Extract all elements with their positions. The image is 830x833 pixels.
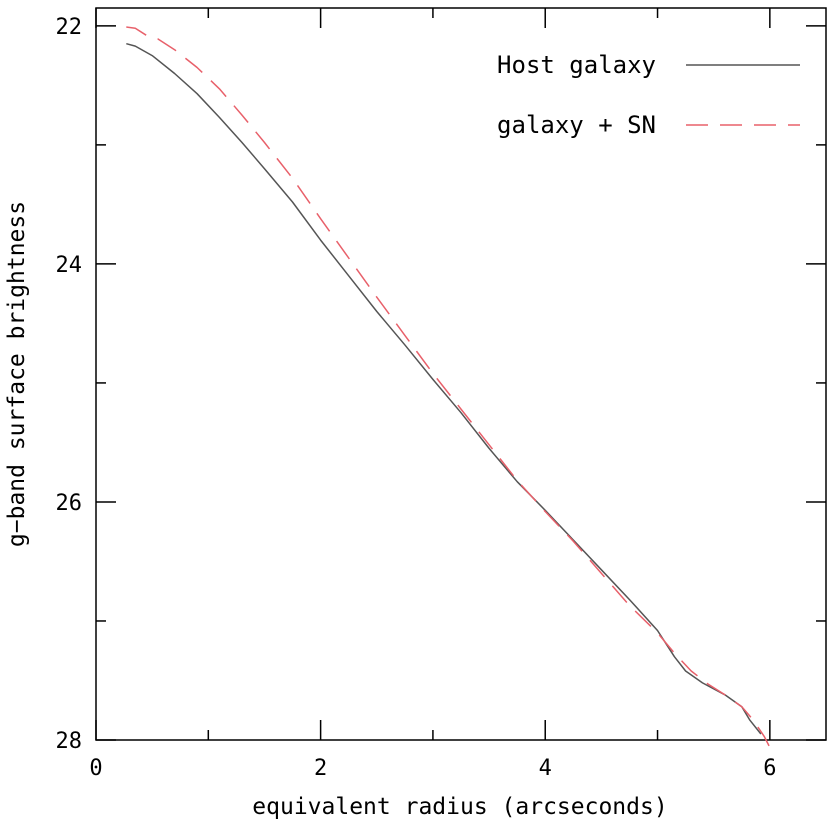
series-layer (126, 26, 773, 753)
x-tick-label: 6 (763, 756, 776, 781)
x-tick-label: 4 (539, 756, 552, 781)
tick-marks (95, 8, 826, 741)
plot-frame (95, 7, 827, 741)
x-axis-label: equivalent radius (arcseconds) (252, 794, 667, 820)
legend-label-host-galaxy: Host galaxy (497, 51, 656, 79)
series-line-host-galaxy (126, 42, 762, 735)
y-axis-label: g−band surface brightness (4, 201, 30, 547)
legend-label-galaxy-plus-sn: galaxy + SN (497, 111, 656, 139)
y-tick-label: 26 (56, 491, 83, 516)
legend: Host galaxy galaxy + SN (497, 51, 800, 139)
y-tick-label: 22 (56, 15, 83, 40)
series-line-galaxy-plus-sn (126, 26, 773, 753)
x-tick-label: 0 (89, 756, 102, 781)
x-tick-label: 2 (314, 756, 327, 781)
y-tick-label: 24 (56, 253, 83, 278)
y-tick-label: 28 (56, 729, 83, 754)
